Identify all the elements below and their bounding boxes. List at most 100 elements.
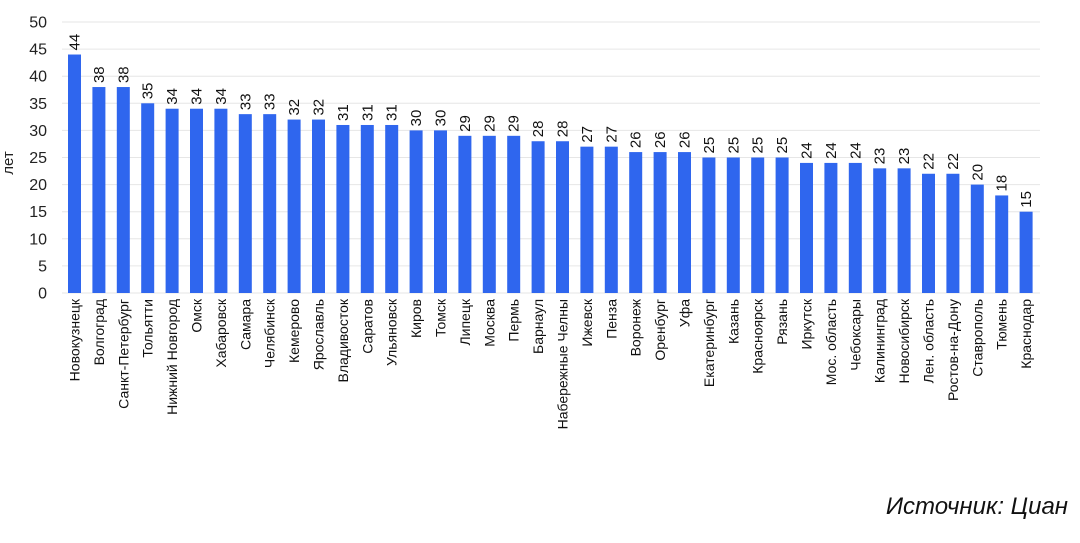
bar [580,146,594,293]
bar [848,162,862,293]
y-tick-label: 25 [29,150,47,167]
bar [678,152,691,293]
x-tick-label: Владивосток [335,298,351,382]
value-label: 28 [555,121,572,138]
x-tick-label: Ижевск [579,298,595,346]
bar [946,173,960,293]
x-tick-label: Ярославль [311,299,327,370]
value-label: 34 [213,88,230,105]
x-tick-label: Самара [237,299,253,350]
value-label: 25 [774,137,791,154]
x-tick-labels: Новокузнецк Волгоград Санкт-Петербург Толья… [67,298,1035,429]
value-label: 23 [872,148,889,165]
bar [141,103,155,293]
x-tick-label: Барнаул [530,299,546,354]
bar [800,162,813,293]
x-tick-label: Иркутск [799,298,815,349]
bar [287,119,301,293]
x-tick-label: Томск [433,298,449,337]
value-label: 24 [847,142,864,159]
x-tick-label: Лен. область [921,299,937,383]
value-label: 22 [945,153,962,170]
bar [604,146,618,293]
y-tick-label: 0 [38,286,47,303]
x-tick-label: Краснодар [1018,299,1034,369]
value-label: 15 [1018,191,1035,208]
bar [312,119,325,293]
value-label: 26 [628,131,645,148]
value-label: 32 [286,99,303,116]
x-tick-label: Уфа [677,299,693,327]
value-label: 25 [701,137,718,154]
x-tick-label: Омск [189,298,205,333]
x-tick-label: Казань [725,299,741,344]
x-tick-label: Липецк [457,298,473,345]
bar [165,108,179,293]
x-tick-label: Челябинск [262,298,278,368]
x-tick-label: Чебоксары [847,299,863,371]
value-label: 34 [189,88,206,105]
x-tick-label: Ульяновск [384,298,400,366]
bar [507,135,521,293]
value-label: 33 [237,93,254,110]
value-label: 27 [603,126,620,143]
bar [824,162,838,293]
value-label: 31 [359,104,376,121]
x-tick-label: Воронеж [628,298,644,356]
value-label: 18 [994,175,1011,192]
bar [434,130,447,293]
value-label: 35 [140,83,157,100]
y-tick-label: 30 [29,123,47,140]
x-tick-label: Оренбург [652,299,668,361]
value-label: 26 [677,131,694,148]
x-tick-label: Ставрополь [969,299,985,377]
value-label: 38 [91,66,108,83]
bar [531,141,545,293]
y-axis: 0 5 10 15 20 25 30 35 40 45 50 [29,15,47,303]
bar [360,124,374,293]
y-axis-label: лет [0,151,17,175]
bar [92,87,106,293]
value-label: 23 [896,148,913,165]
source-note: Источник: Циан [885,493,1068,520]
bar [922,173,935,293]
value-label: 34 [164,88,181,105]
y-tick-label: 45 [29,42,47,59]
bar [702,157,716,293]
bar [458,135,472,293]
value-label: 29 [457,115,474,132]
x-tick-label: Волгоград [91,299,107,365]
x-tick-label: Кемерово [286,299,302,363]
x-tick-label: Хабаровск [213,298,229,367]
bar [409,130,423,293]
value-label: 29 [506,115,523,132]
bar [214,108,228,293]
x-tick-label: Тюмень [994,299,1010,350]
value-label: 27 [579,126,596,143]
x-tick-label: Киров [408,299,424,338]
value-labels: 44 38 38 35 34 34 34 33 33 32 32 31 31 31 30 30 29 29 29 28… [67,34,1036,208]
bar [482,135,496,293]
bar [726,157,740,293]
value-label: 31 [384,104,401,121]
x-tick-label: Нижний Новгород [164,299,180,415]
value-label: 38 [115,66,132,83]
x-tick-label: Новокузнецк [67,298,83,381]
bar [1019,211,1033,293]
y-tick-label: 40 [29,69,47,86]
x-tick-label: Саратов [359,299,375,354]
bar [336,124,350,293]
value-label: 24 [823,142,840,159]
x-tick-label: Красноярск [750,298,766,374]
x-tick-label: Рязань [774,299,790,345]
bar [116,87,130,293]
bar [970,184,984,293]
x-tick-label: Калининград [872,299,888,383]
y-tick-label: 5 [38,258,47,275]
value-label: 25 [750,137,767,154]
bar [556,141,569,293]
x-tick-label: Новосибирск [896,298,912,383]
bar [68,54,81,293]
bar [873,168,887,293]
